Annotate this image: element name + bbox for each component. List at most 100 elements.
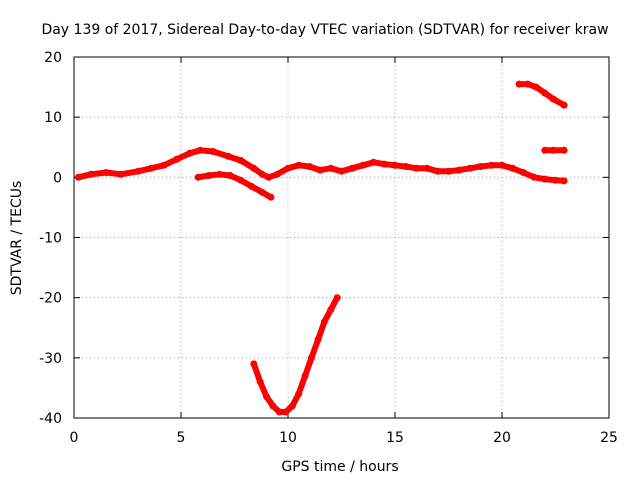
data-point <box>477 163 485 170</box>
data-point <box>263 393 271 401</box>
data-point <box>258 170 266 178</box>
axis-ticks <box>73 56 610 419</box>
y-axis: -40 -30 -20 -10 0 10 20 <box>39 50 62 427</box>
data-point <box>466 164 474 172</box>
data-point <box>117 170 125 178</box>
data-point <box>412 164 420 172</box>
grid <box>74 57 609 418</box>
data-point <box>314 336 322 344</box>
x-tick-label: 20 <box>493 430 511 446</box>
data-point <box>282 408 290 416</box>
x-axis-label: GPS time / hours <box>281 459 398 475</box>
y-tick-label: 10 <box>44 110 62 126</box>
data-point <box>370 158 378 166</box>
series-arc-lower <box>194 170 275 201</box>
data-point <box>160 161 168 169</box>
data-point <box>250 360 258 368</box>
data-point <box>560 146 568 154</box>
y-tick-label: -40 <box>39 411 62 427</box>
x-tick-label: 5 <box>177 430 186 446</box>
data-point <box>250 164 258 172</box>
data-point <box>308 354 315 362</box>
data-point <box>226 172 234 179</box>
data-point <box>359 161 367 169</box>
series-group <box>74 80 568 416</box>
data-point <box>295 390 303 398</box>
y-axis-label: SDTVAR / TECUs <box>9 181 25 296</box>
data-point <box>327 306 335 314</box>
data-point <box>269 402 277 410</box>
data-point <box>237 157 245 164</box>
data-point <box>284 164 292 172</box>
data-point <box>423 164 431 172</box>
y-tick-label: 20 <box>44 50 62 66</box>
data-point <box>560 177 568 185</box>
x-tick-label: 25 <box>600 430 618 446</box>
data-point <box>316 166 324 174</box>
data-point <box>186 149 194 157</box>
data-point <box>552 176 559 184</box>
data-point <box>348 164 356 172</box>
data-point <box>509 164 517 172</box>
data-point <box>541 175 549 183</box>
data-point <box>305 163 313 170</box>
data-point <box>147 164 155 172</box>
x-tick-label: 0 <box>70 430 79 446</box>
data-point <box>338 167 345 175</box>
data-point <box>248 182 256 190</box>
data-point <box>267 193 275 201</box>
data-point <box>301 372 309 380</box>
y-tick-label: 0 <box>53 170 62 186</box>
data-point <box>87 170 95 178</box>
data-point <box>102 169 110 176</box>
data-point <box>498 161 506 169</box>
data-point <box>320 318 328 326</box>
series-arc-short <box>541 146 568 154</box>
x-tick-label: 15 <box>386 430 404 446</box>
series-arc-upper <box>515 80 568 109</box>
data-point <box>205 172 213 179</box>
data-point <box>549 146 557 154</box>
data-point <box>327 164 335 172</box>
y-tick-label: -10 <box>39 231 62 247</box>
data-point <box>237 176 245 184</box>
data-point <box>273 170 281 178</box>
data-point <box>541 89 549 97</box>
data-point <box>402 163 410 170</box>
data-point <box>487 161 495 169</box>
data-point <box>380 160 388 168</box>
series-arc-main <box>74 146 568 185</box>
data-point <box>391 161 399 169</box>
data-point <box>256 378 264 386</box>
x-axis: 0 5 10 15 20 25 <box>70 430 618 446</box>
data-point <box>560 101 568 109</box>
data-point <box>258 188 266 196</box>
data-point <box>209 148 217 155</box>
data-point <box>434 167 442 175</box>
chart-title: Day 139 of 2017, Sidereal Day-to-day VTE… <box>41 22 608 38</box>
data-point <box>194 173 202 181</box>
data-point <box>196 146 204 154</box>
data-point <box>519 169 527 176</box>
data-point <box>445 167 452 175</box>
series-line <box>516 81 568 109</box>
x-tick-label: 10 <box>279 430 297 446</box>
data-point <box>265 173 273 181</box>
data-point <box>224 152 232 160</box>
data-point <box>524 80 532 88</box>
y-tick-label: -30 <box>39 351 62 367</box>
data-point <box>541 146 549 154</box>
data-point <box>532 83 540 91</box>
data-point <box>333 294 341 302</box>
data-point <box>275 408 283 416</box>
data-point <box>549 95 557 103</box>
data-point <box>173 155 181 163</box>
data-point <box>134 167 142 175</box>
data-point <box>295 161 303 169</box>
data-point <box>216 170 223 178</box>
data-point <box>288 402 296 410</box>
y-tick-label: -20 <box>39 291 62 307</box>
series-arc-dip <box>250 294 341 416</box>
data-point <box>74 173 82 181</box>
